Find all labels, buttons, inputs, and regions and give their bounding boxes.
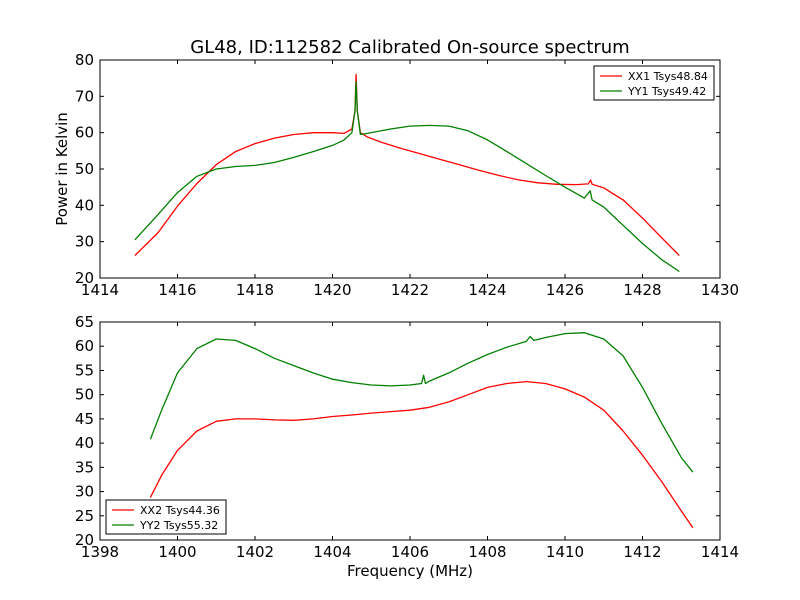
y-tick-label: 40 bbox=[75, 434, 94, 452]
x-tick-label: 1420 bbox=[313, 281, 351, 299]
x-tick-label: 1406 bbox=[391, 543, 429, 561]
y-tick-label: 25 bbox=[75, 507, 94, 525]
x-tick-label: 1398 bbox=[81, 543, 119, 561]
legend-2: XX2 Tsys44.36 YY2 Tsys55.32 bbox=[105, 499, 227, 535]
y-tick-label: 50 bbox=[75, 386, 94, 404]
x-tick-label: 1426 bbox=[546, 281, 584, 299]
y-tick-label: 60 bbox=[75, 124, 94, 142]
subplot-1: 1414 1416 1418 1420 1422 1424 1426 1428 1430 20 30… bbox=[53, 51, 739, 299]
y-tick-label: 30 bbox=[75, 233, 94, 251]
x-tick-label: 1416 bbox=[158, 281, 196, 299]
x-tick-label: 1430 bbox=[701, 281, 739, 299]
x-tick-label: 1400 bbox=[158, 543, 196, 561]
x-tick-label: 1410 bbox=[546, 543, 584, 561]
legend-entry-label: XX1 Tsys48.84 bbox=[628, 70, 708, 83]
y-tick-label: 20 bbox=[75, 531, 94, 549]
series-line-2-1 bbox=[149, 380, 694, 529]
y-tick-label: 80 bbox=[75, 51, 94, 69]
x-tick-label: 1422 bbox=[391, 281, 429, 299]
legend-entry-label: YY1 Tsys49.42 bbox=[627, 85, 706, 98]
y-tick-label: 70 bbox=[75, 87, 94, 105]
subplot-2: 1398 1400 1402 1404 1406 1408 1410 1412 1414 20 25… bbox=[75, 313, 739, 580]
series-line-2-2 bbox=[149, 332, 694, 473]
series-line-1-2 bbox=[134, 81, 680, 273]
plots-group: 1414 1416 1418 1420 1422 1424 1426 1428 1430 20 30… bbox=[53, 51, 739, 580]
x-tick-label: 1402 bbox=[236, 543, 274, 561]
legend-1: XX1 Tsys48.84 YY1 Tsys49.42 bbox=[593, 65, 715, 101]
x-tick-label: 1428 bbox=[623, 281, 661, 299]
y-tick-label: 50 bbox=[75, 160, 94, 178]
x-tick-label: 1414 bbox=[81, 281, 119, 299]
x-tick-label: 1408 bbox=[468, 543, 506, 561]
y-tick-label: 30 bbox=[75, 483, 94, 501]
x-tick-label: 1418 bbox=[236, 281, 274, 299]
legend-box bbox=[593, 65, 715, 101]
y-tick-label: 60 bbox=[75, 337, 94, 355]
chart-title: GL48, ID:112582 Calibrated On-source spe… bbox=[190, 37, 629, 58]
series-line-1-1 bbox=[134, 73, 680, 256]
x-tick-label: 1412 bbox=[623, 543, 661, 561]
y-tick-label: 55 bbox=[75, 361, 94, 379]
x-tick-label: 1414 bbox=[701, 543, 739, 561]
x-tick-label: 1404 bbox=[313, 543, 351, 561]
x-tick-label: 1424 bbox=[468, 281, 506, 299]
x-axis-label: Frequency (MHz) bbox=[347, 562, 473, 580]
legend-entry-label: YY2 Tsys55.32 bbox=[139, 519, 218, 532]
y-tick-label: 40 bbox=[75, 196, 94, 214]
legend-entry-label: XX2 Tsys44.36 bbox=[140, 504, 220, 517]
legend-box bbox=[105, 499, 227, 535]
y-tick-label: 45 bbox=[75, 410, 94, 428]
y-tick-label: 65 bbox=[75, 313, 94, 331]
y-tick-label: 35 bbox=[75, 458, 94, 476]
y-axis-label: Power in Kelvin bbox=[53, 112, 71, 226]
y-tick-label: 20 bbox=[75, 269, 94, 287]
